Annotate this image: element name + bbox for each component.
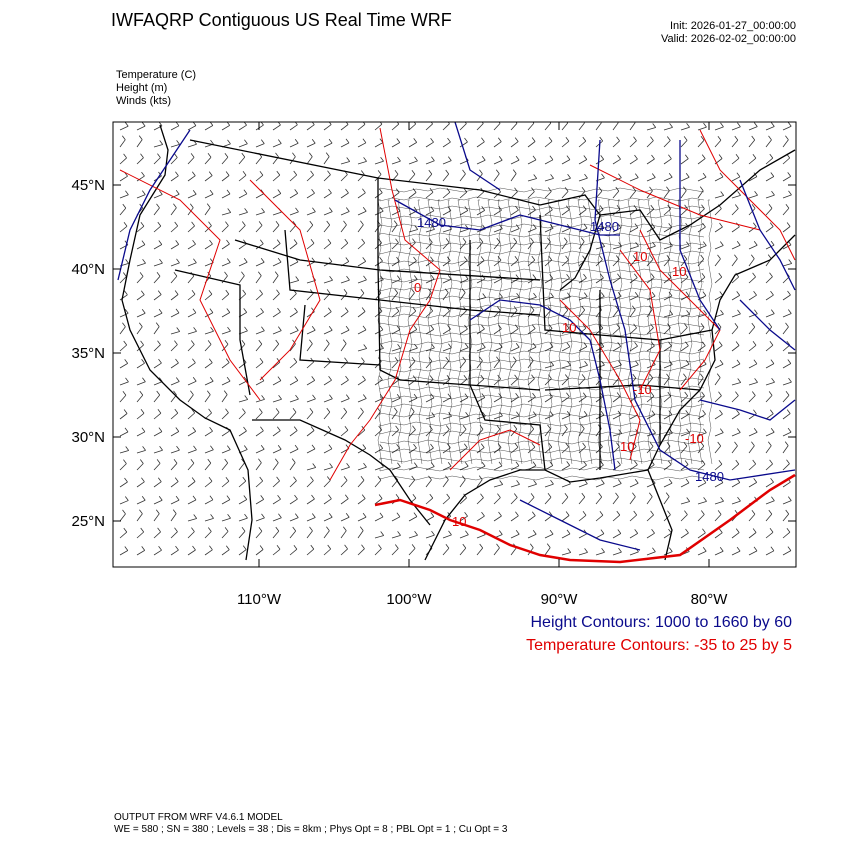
temp-label: 0: [414, 280, 421, 295]
temperature-contour-legend: Temperature Contours: -35 to 25 by 5: [526, 637, 792, 654]
lon-tick-label: 100°W: [386, 591, 432, 608]
height-label: 1480: [590, 219, 619, 234]
state-line-5: [469, 240, 546, 471]
great-lakes: [539, 149, 796, 291]
temperature-contours: [119, 127, 796, 481]
height-contours: [117, 122, 796, 551]
valid-time: Valid: 2026-02-02_00:00:00: [661, 33, 796, 45]
state-line-9: [544, 384, 701, 391]
init-time: Init: 2026-01-27_00:00:00: [670, 20, 796, 32]
map-frame: [112, 121, 797, 568]
mexico-border: [252, 419, 431, 526]
lon-tick-label: 110°W: [237, 591, 282, 608]
temp-label: 10: [633, 249, 647, 264]
model-footer-line2: WE = 580 ; SN = 380 ; Levels = 38 ; Dis …: [114, 824, 508, 835]
field-temperature-label: Temperature (C): [116, 69, 197, 81]
state-line-1: [234, 239, 541, 281]
map-background: [113, 122, 796, 567]
model-footer-line1: OUTPUT FROM WRF V4.6.1 MODEL: [114, 812, 283, 823]
lat-tick-label: 35°N: [71, 345, 105, 362]
temp-label: 10: [672, 264, 686, 279]
temp-label: -10: [685, 431, 704, 446]
chart-title: IWFAQRP Contiguous US Real Time WRF: [111, 10, 452, 30]
temp-label: 10: [620, 439, 634, 454]
lon-tick-label: 80°W: [691, 591, 729, 608]
wind-barbs: [119, 122, 793, 556]
state-line-8: [299, 304, 381, 366]
lat-tick-label: 25°N: [71, 513, 105, 530]
temp-label: 10: [452, 514, 466, 529]
canada-border: [189, 139, 541, 206]
gulf-coast: [424, 469, 649, 561]
lat-tick-label: 40°N: [71, 261, 105, 278]
field-height-label: Height (m): [116, 82, 168, 94]
county-lines: [377, 187, 713, 481]
temp-contour-thick: [374, 473, 796, 564]
temp-label: 10: [562, 320, 576, 335]
height-label: 1480: [695, 469, 724, 484]
temp-label: -10: [633, 382, 652, 397]
coastline-west: [121, 124, 253, 561]
height-contour-legend: Height Contours: 1000 to 1660 by 60: [530, 614, 792, 631]
field-winds-label: Winds (kts): [116, 95, 171, 107]
lon-tick-label: 90°W: [541, 591, 579, 608]
lat-tick-label: 45°N: [71, 177, 105, 194]
state-line-3: [284, 229, 541, 316]
state-line-4: [377, 178, 541, 391]
lat-tick-label: 30°N: [71, 429, 105, 446]
height-label: 1480: [417, 215, 446, 230]
state-borders: [121, 124, 796, 561]
